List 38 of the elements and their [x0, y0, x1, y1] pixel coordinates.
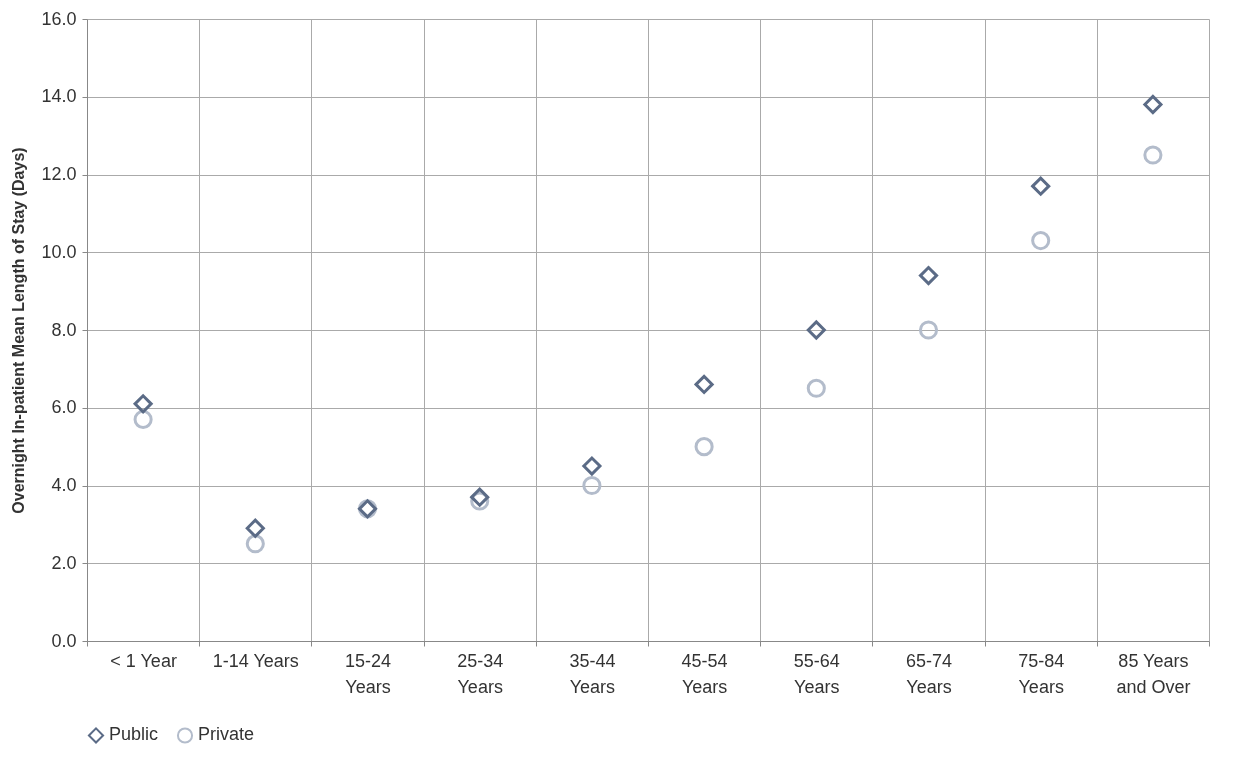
x-tick-label: 1-14 Years [212, 650, 299, 671]
y-tick-label: 6.0 [51, 397, 77, 418]
legend-label: Private [198, 724, 255, 745]
y-axis-title: Overnight In-patient Mean Length of Stay (Days) [10, 147, 28, 514]
point [694, 437, 714, 457]
y-tick-label: 16.0 [41, 8, 77, 29]
x-tick-label: 35-44 Years [569, 650, 616, 697]
x-tick-label: 15-24 Years [344, 650, 392, 697]
point [806, 378, 826, 398]
point [694, 374, 714, 394]
y-tick-label: 0.0 [51, 630, 77, 651]
point [582, 456, 602, 476]
point [133, 394, 153, 414]
y-tick-label: 8.0 [51, 319, 77, 340]
x-tick-label: 65-74 Years [905, 650, 953, 697]
point [1143, 145, 1163, 165]
y-tick-label: 10.0 [41, 241, 77, 262]
point [245, 518, 265, 538]
point [1031, 231, 1051, 251]
point [918, 320, 939, 340]
x-tick-label: 55-64 Years [793, 650, 840, 697]
x-tick-label: 25-34 Years [457, 650, 504, 697]
y-tick-label: 2.0 [51, 552, 77, 573]
y-tick-label: 4.0 [51, 475, 77, 495]
point [582, 475, 602, 496]
x-tick-label: 75-84 Years [1018, 650, 1065, 697]
point [918, 266, 939, 286]
legend-label: Public [109, 724, 159, 745]
y-tick-label: 12.0 [41, 164, 77, 184]
point [245, 534, 265, 554]
y-tick-label: 14.0 [41, 86, 77, 107]
x-tick-label: 45-54 Years [681, 650, 728, 697]
point [1143, 94, 1163, 115]
x-tick-label: 85 Years and Over [1116, 650, 1191, 697]
point [133, 409, 153, 429]
x-tick-label: < 1 Year [110, 650, 177, 671]
point [806, 320, 826, 340]
point [1031, 176, 1051, 196]
